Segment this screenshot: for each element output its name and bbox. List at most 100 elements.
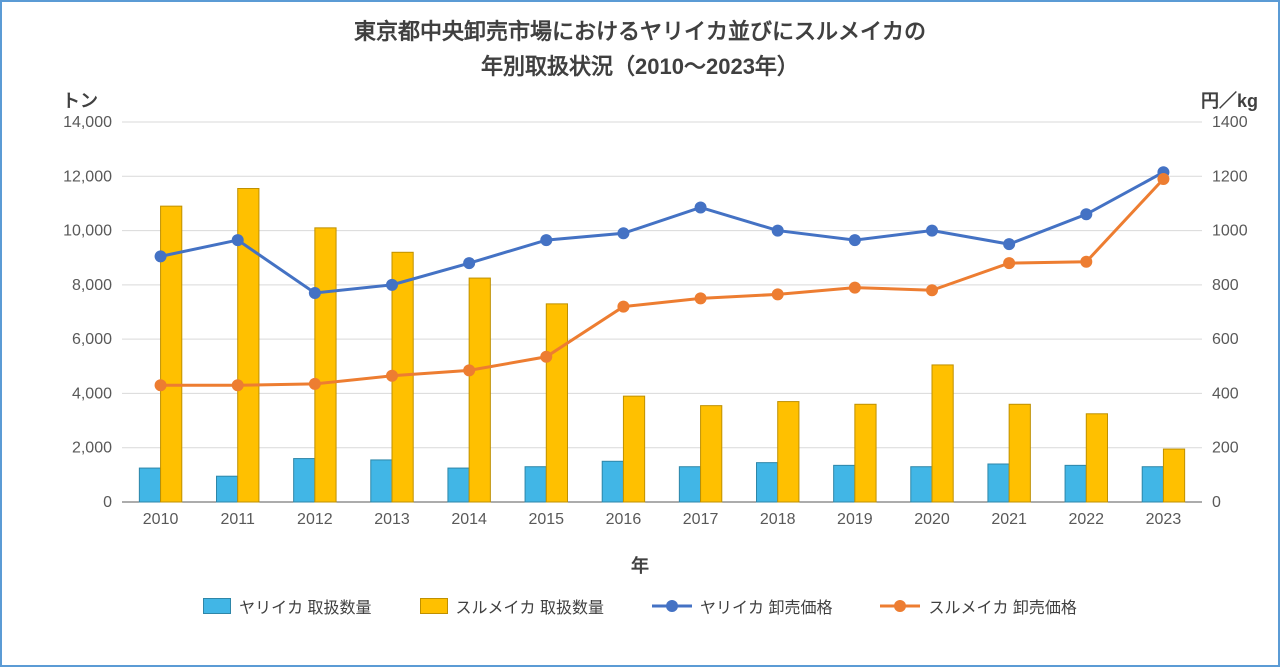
bar-surumeika [623,396,644,502]
svg-text:8,000: 8,000 [72,277,112,294]
bar-surumeika [315,228,336,502]
svg-text:2012: 2012 [297,511,333,528]
yariika-price-marker [617,227,629,239]
svg-text:2020: 2020 [914,511,950,528]
surumeika-price-marker [849,282,861,294]
svg-text:0: 0 [1212,494,1221,511]
legend-swatch-bar1 [203,598,231,614]
bar-yariika [448,468,469,502]
yariika-price-marker [309,287,321,299]
surumeika-price-marker [1080,256,1092,268]
yariika-price-marker [772,225,784,237]
svg-text:2010: 2010 [143,511,179,528]
surumeika-price-marker [309,378,321,390]
svg-text:2021: 2021 [991,511,1027,528]
chart-plot: 0 2,000 4,000 6,000 8,000 10,000 12,000 14,000 0… [2,2,1280,667]
surumeika-price-marker [695,292,707,304]
surumeika-price-line [161,179,1164,385]
bar-yariika [217,476,238,502]
bar-surumeika [1086,414,1107,502]
surumeika-price-marker [540,351,552,363]
bar-yariika [371,460,392,502]
bar-surumeika [778,402,799,502]
svg-text:200: 200 [1212,440,1239,457]
legend-swatch-line2 [880,598,920,614]
svg-text:12,000: 12,000 [63,168,112,185]
svg-text:2023: 2023 [1146,511,1182,528]
legend-label-line2: スルメイカ 卸売価格 [928,594,1076,618]
svg-text:2014: 2014 [451,511,487,528]
svg-text:2017: 2017 [683,511,719,528]
svg-text:2019: 2019 [837,511,873,528]
bar-surumeika [701,406,722,502]
svg-text:4,000: 4,000 [72,385,112,402]
svg-text:10,000: 10,000 [63,223,112,240]
legend: ヤリイカ 取扱数量 スルメイカ 取扱数量 ヤリイカ 卸売価格 スルメイカ 卸売価… [2,594,1278,618]
bar-yariika [294,459,315,502]
bar-yariika [525,467,546,502]
yariika-price-marker [695,202,707,214]
bar-surumeika [1009,404,1030,502]
legend-label-bar2: スルメイカ 取扱数量 [456,594,604,618]
yariika-price-marker [463,257,475,269]
yariika-price-marker [540,234,552,246]
surumeika-price-marker [232,379,244,391]
chart-container: 東京都中央卸売市場におけるヤリイカ並びにスルメイカの 年別取扱状況（2010～2… [0,0,1280,667]
svg-text:800: 800 [1212,277,1239,294]
svg-text:2011: 2011 [221,511,256,528]
surumeika-price-marker [926,284,938,296]
svg-text:2016: 2016 [606,511,642,528]
surumeika-price-marker [155,379,167,391]
svg-text:1000: 1000 [1212,223,1248,240]
surumeika-price-marker [617,301,629,313]
legend-item-bar1: ヤリイカ 取扱数量 [203,594,371,618]
surumeika-price-marker [463,364,475,376]
svg-text:600: 600 [1212,331,1239,348]
yariika-price-line [161,172,1164,293]
surumeika-price-marker [1157,173,1169,185]
svg-text:0: 0 [103,494,112,511]
bar-yariika [679,467,700,502]
legend-label-line1: ヤリイカ 卸売価格 [700,594,832,618]
svg-text:2,000: 2,000 [72,440,112,457]
bar-yariika [988,464,1009,502]
legend-swatch-line1 [652,598,692,614]
svg-text:14,000: 14,000 [63,114,112,131]
yariika-price-marker [1003,238,1015,250]
legend-item-bar2: スルメイカ 取扱数量 [420,594,604,618]
yariika-price-marker [232,234,244,246]
bar-surumeika [855,404,876,502]
bar-surumeika [546,304,567,502]
svg-text:6,000: 6,000 [72,331,112,348]
svg-text:2022: 2022 [1068,511,1104,528]
bar-yariika [757,463,778,502]
legend-item-line1: ヤリイカ 卸売価格 [652,594,832,618]
bar-surumeika [932,365,953,502]
yariika-price-marker [849,234,861,246]
svg-text:2013: 2013 [374,511,410,528]
bar-yariika [139,468,160,502]
surumeika-price-marker [386,370,398,382]
bar-yariika [911,467,932,502]
svg-text:2018: 2018 [760,511,796,528]
bar-yariika [602,461,623,502]
bar-yariika [1142,467,1163,502]
bar-surumeika [469,278,490,502]
svg-text:1200: 1200 [1212,168,1248,185]
svg-text:1400: 1400 [1212,114,1248,131]
legend-label-bar1: ヤリイカ 取扱数量 [239,594,371,618]
yariika-price-marker [926,225,938,237]
surumeika-price-marker [772,288,784,300]
svg-text:2015: 2015 [528,511,564,528]
bar-surumeika [161,206,182,502]
yariika-price-marker [155,250,167,262]
legend-item-line2: スルメイカ 卸売価格 [880,594,1076,618]
bar-yariika [834,465,855,502]
legend-swatch-bar2 [420,598,448,614]
yariika-price-marker [386,279,398,291]
surumeika-price-marker [1003,257,1015,269]
bar-surumeika [1163,449,1184,502]
yariika-price-marker [1080,208,1092,220]
svg-text:400: 400 [1212,385,1239,402]
bar-yariika [1065,465,1086,502]
